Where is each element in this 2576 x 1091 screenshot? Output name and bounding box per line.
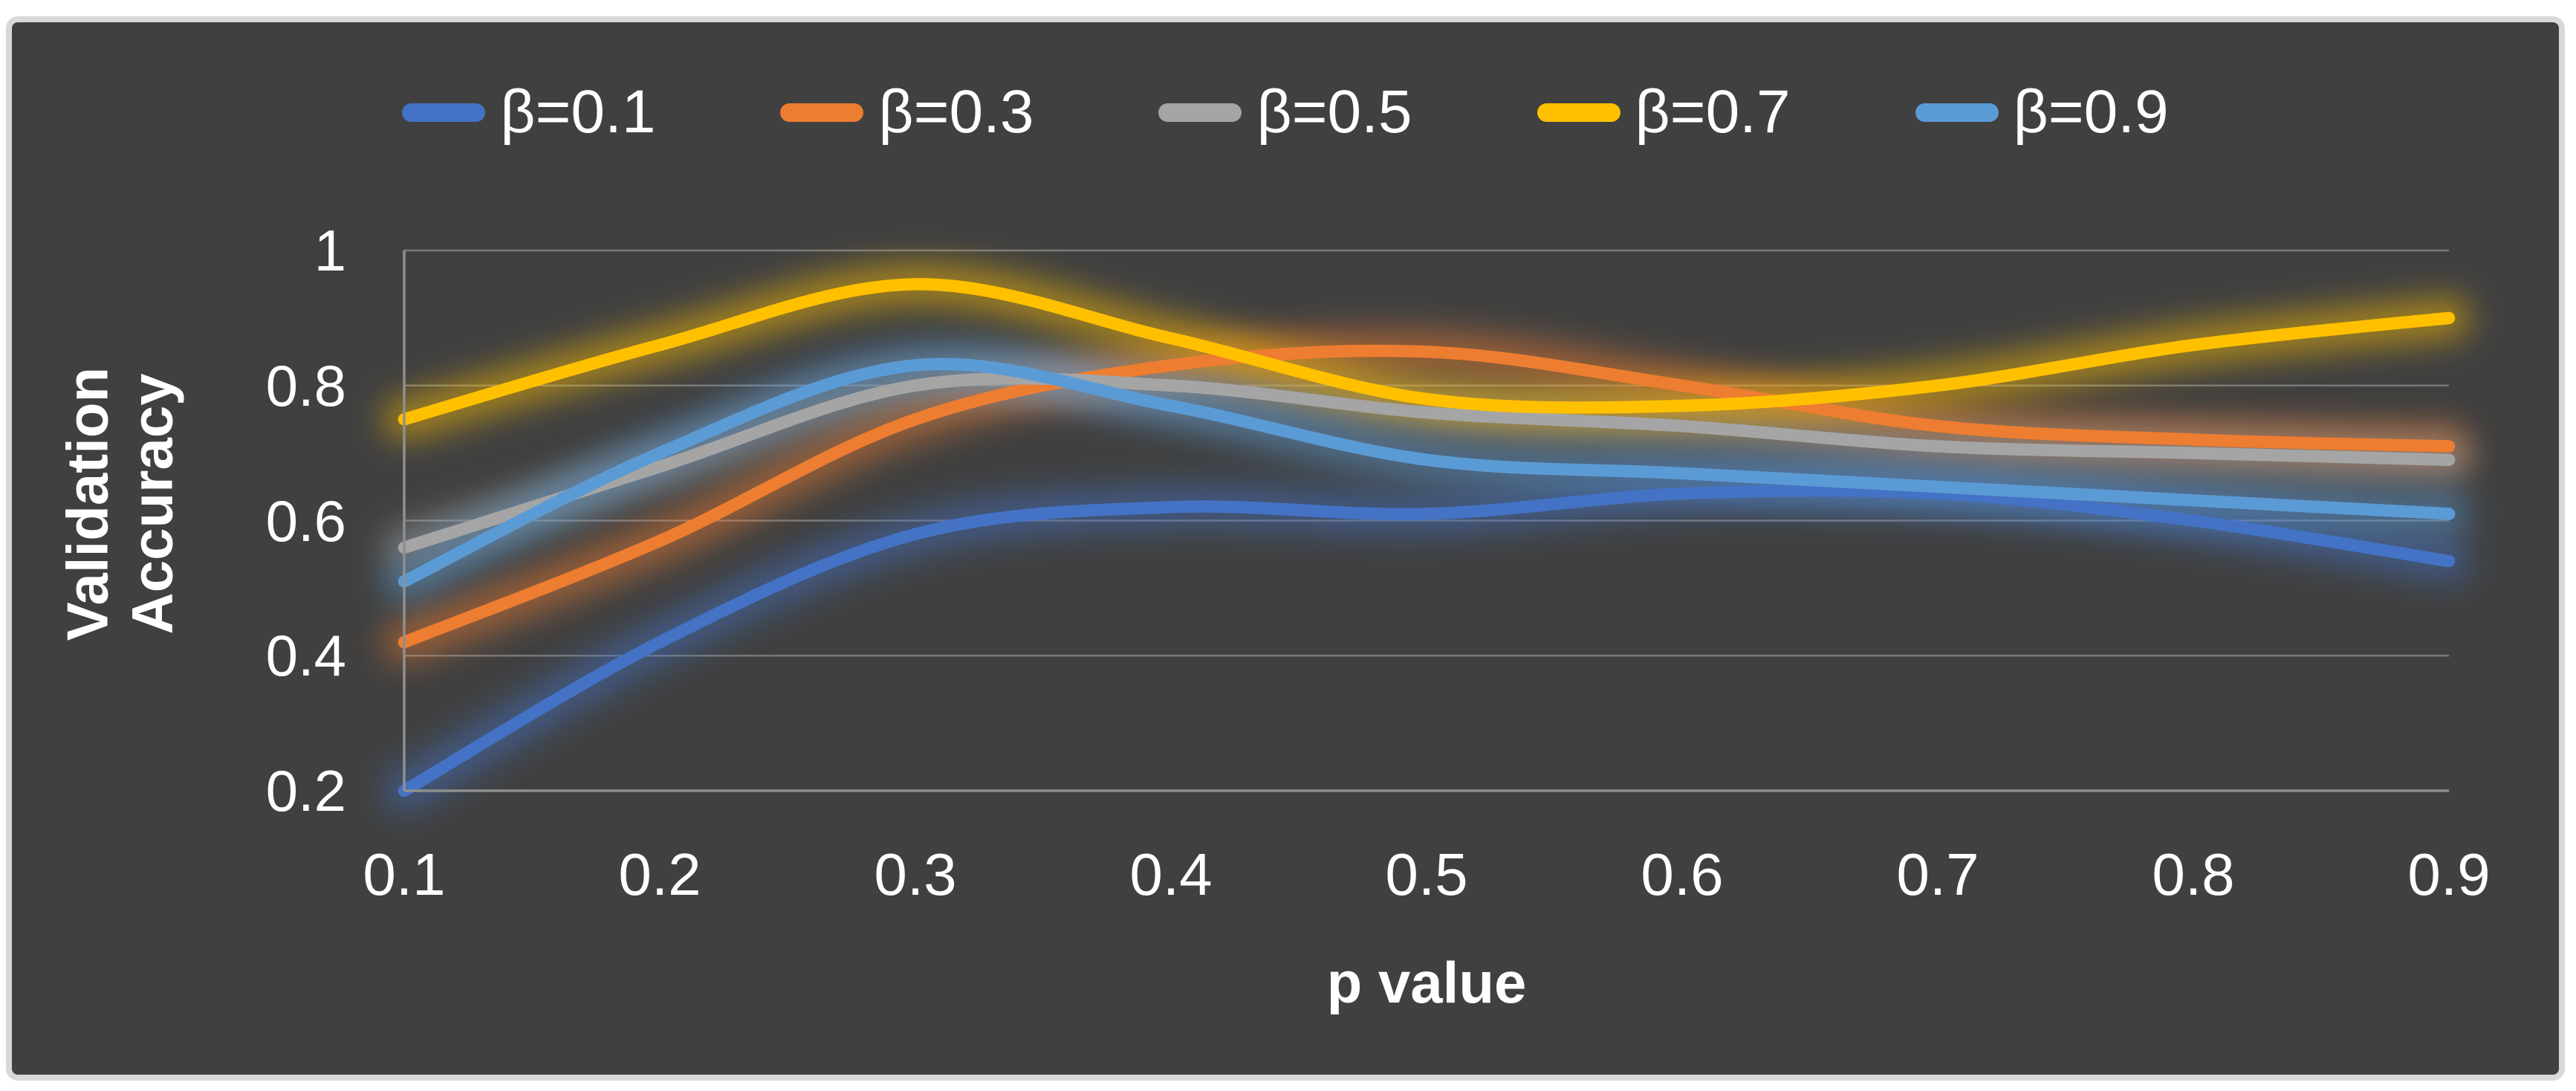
- series-line-2: [398, 344, 2456, 649]
- legend: β=0.1 β=0.3 β=0.5 β=0.7 β=0.9: [12, 71, 2559, 153]
- x-tick-label: 0.8: [2152, 841, 2235, 907]
- legend-swatch-icon: [402, 103, 486, 122]
- x-tick-label: 0.3: [874, 841, 957, 907]
- series-line-5: [398, 357, 2456, 588]
- x-tick-label: 0.7: [1896, 841, 1979, 907]
- y-tick-label: 0.6: [265, 488, 346, 554]
- axis-lines: [403, 250, 2449, 792]
- y-tick-label: 1: [314, 218, 346, 283]
- x-tick-label: 0.5: [1385, 841, 1468, 907]
- legend-item-3: β=0.5: [1158, 82, 1412, 143]
- chart-panel: β=0.1 β=0.3 β=0.5 β=0.7 β=0.9 Validation Acc…: [12, 22, 2559, 1075]
- series-line-1: [398, 484, 2456, 797]
- legend-swatch-icon: [780, 103, 864, 122]
- legend-item-4: β=0.7: [1537, 82, 1791, 143]
- legend-item-5: β=0.9: [1915, 82, 2169, 143]
- x-axis-title: p value: [1326, 950, 1527, 1015]
- x-tick-label: 0.6: [1641, 841, 1724, 907]
- legend-item-2: β=0.3: [780, 82, 1034, 143]
- x-tick-label: 0.1: [363, 841, 446, 907]
- legend-swatch-icon: [1537, 103, 1620, 122]
- legend-label: β=0.1: [500, 78, 656, 146]
- series-glows: [383, 262, 2470, 812]
- y-tick-label: 0.8: [265, 352, 346, 418]
- series-lines: [398, 278, 2456, 797]
- y-tick-label: 0.2: [265, 758, 346, 823]
- series-line-4: [398, 278, 2456, 426]
- legend-swatch-icon: [1158, 103, 1242, 122]
- x-tick-label: 0.9: [2407, 841, 2491, 907]
- x-tick-label: 0.2: [618, 841, 701, 907]
- legend-label: β=0.9: [2013, 78, 2169, 146]
- series-line-3: [398, 372, 2456, 554]
- chart-frame: β=0.1 β=0.3 β=0.5 β=0.7 β=0.9 Validation Acc…: [6, 16, 2565, 1081]
- plot-area: [383, 249, 2470, 812]
- legend-label: β=0.5: [1256, 78, 1412, 146]
- x-tick-label: 0.4: [1129, 841, 1213, 907]
- legend-label: β=0.3: [878, 78, 1034, 146]
- y-tick-label: 0.4: [265, 623, 346, 689]
- legend-item-1: β=0.1: [402, 82, 655, 143]
- legend-swatch-icon: [1915, 103, 1999, 122]
- legend-label: β=0.7: [1635, 78, 1791, 146]
